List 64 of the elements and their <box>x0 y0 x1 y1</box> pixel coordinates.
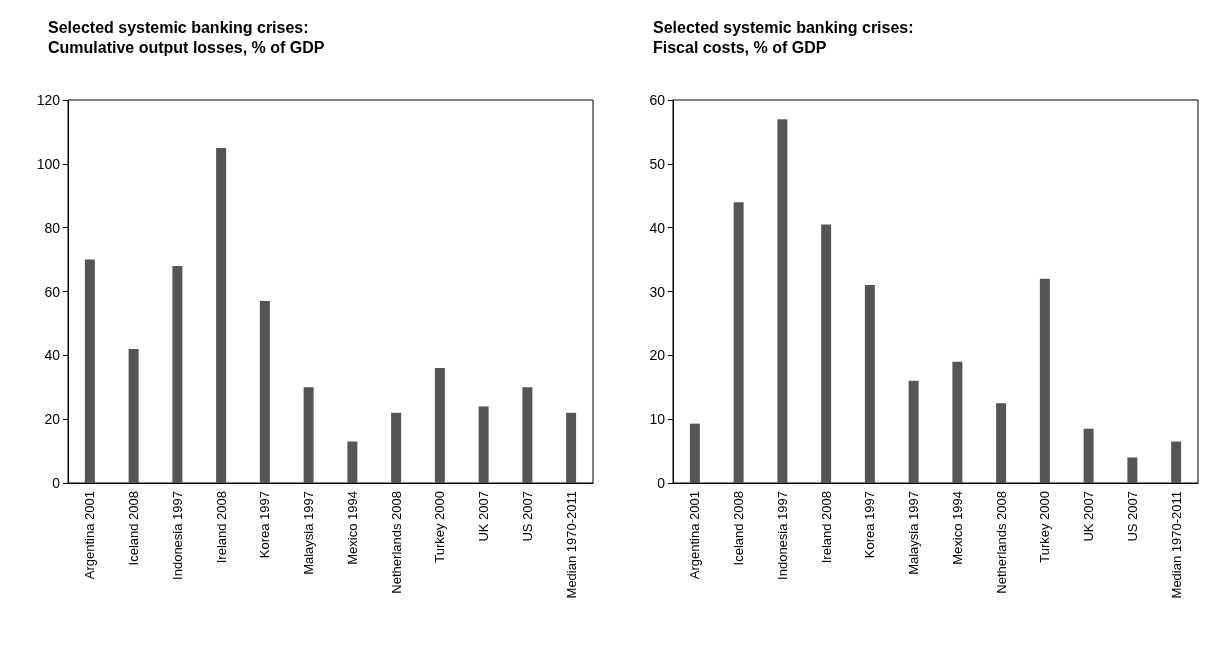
y-tick-label: 10 <box>649 411 666 428</box>
y-tick-label: 80 <box>44 219 61 236</box>
y-tick-label: 100 <box>36 155 61 172</box>
x-tick-label: Ireland 2008 <box>213 491 229 564</box>
bar <box>172 265 183 483</box>
bar <box>347 441 358 483</box>
x-tick-label: UK 2007 <box>1081 491 1097 542</box>
bar <box>566 412 577 483</box>
bar <box>303 387 314 483</box>
bar <box>434 368 445 483</box>
y-tick-label: 60 <box>649 92 666 108</box>
x-tick-label: US 2007 <box>519 491 535 542</box>
chart-title: Selected systemic banking crises: Fiscal costs, % of GDP <box>653 18 919 56</box>
y-tick-label: 50 <box>649 155 666 172</box>
x-tick-label: US 2007 <box>1124 491 1140 542</box>
bar <box>478 406 489 483</box>
y-tick-label: 30 <box>649 283 666 300</box>
x-tick-label: Netherlands 2008 <box>388 491 404 594</box>
y-tick-label: 40 <box>44 347 61 364</box>
y-tick-label: 120 <box>36 92 61 108</box>
bar <box>1171 441 1182 483</box>
bar <box>1083 428 1094 483</box>
x-tick-label: Malaysia 1997 <box>301 491 317 575</box>
x-tick-label: Korea 1997 <box>257 491 273 559</box>
x-tick-label: Turkey 2000 <box>1037 491 1053 563</box>
x-tick-label: Median 1970-2011 <box>1168 491 1184 599</box>
y-tick-label: 0 <box>657 475 666 491</box>
bar <box>84 259 95 483</box>
bar <box>821 224 832 483</box>
x-tick-label: Turkey 2000 <box>432 491 448 563</box>
bar <box>259 301 270 483</box>
y-tick-label: 0 <box>52 475 61 491</box>
bar <box>128 348 139 483</box>
bar <box>864 285 875 483</box>
x-tick-label: Mexico 1994 <box>344 491 360 565</box>
bar <box>391 412 402 483</box>
x-tick-label: Ireland 2008 <box>818 491 834 564</box>
bar <box>216 147 227 483</box>
bar <box>733 202 744 483</box>
x-tick-label: Median 1970-2011 <box>563 491 579 599</box>
x-tick-label: UK 2007 <box>476 491 492 542</box>
bar <box>952 361 963 483</box>
x-tick-label: Indonesia 1997 <box>774 491 790 580</box>
x-tick-label: Argentina 2001 <box>82 491 98 580</box>
bar <box>689 423 700 483</box>
bar <box>996 403 1007 483</box>
y-tick-label: 40 <box>649 219 666 236</box>
x-tick-label: Argentina 2001 <box>687 491 703 580</box>
chart-title: Selected systemic banking crises: Cumulative output losses, % of GDP <box>48 18 325 56</box>
x-tick-label: Mexico 1994 <box>949 491 965 565</box>
bar <box>522 387 533 483</box>
bar <box>908 380 919 483</box>
x-tick-label: Malaysia 1997 <box>906 491 922 575</box>
x-tick-label: Korea 1997 <box>862 491 878 559</box>
y-tick-label: 20 <box>44 411 61 428</box>
bar <box>1039 278 1050 483</box>
x-tick-label: Netherlands 2008 <box>993 491 1009 594</box>
x-tick-label: Iceland 2008 <box>126 491 142 566</box>
bar <box>1127 457 1138 483</box>
x-tick-label: Iceland 2008 <box>731 491 747 566</box>
y-tick-label: 20 <box>649 347 666 364</box>
x-tick-label: Indonesia 1997 <box>169 491 185 580</box>
y-tick-label: 60 <box>44 283 61 300</box>
bar <box>777 119 788 483</box>
